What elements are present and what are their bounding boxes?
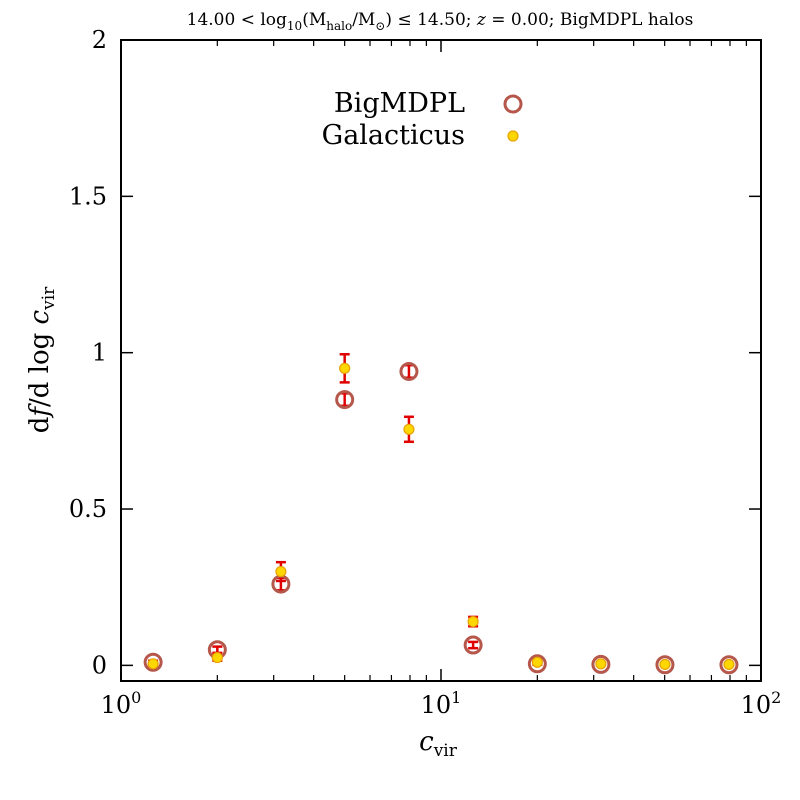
title-part-sun: /M (352, 10, 375, 30)
title-sun-sub: ⊙ (375, 19, 385, 33)
point-galacticus (275, 565, 287, 578)
ylabel-prefix: d (25, 417, 55, 434)
legend-marker-galacticus (507, 130, 519, 142)
axis-tick-labels: 100 101 102 0 0.5 1 1.5 2 (69, 26, 782, 719)
point-galacticus (723, 658, 735, 671)
point-galacticus (211, 651, 223, 664)
point-bigmdpl (335, 390, 355, 410)
point-galacticus (659, 658, 671, 671)
point-bigmdpl (527, 654, 547, 674)
y-tick-label: 1 (92, 339, 107, 367)
xlabel-sub: vir (433, 741, 458, 761)
x-tick-label: 102 (741, 688, 782, 719)
point-galacticus (339, 362, 351, 374)
legend-label-galacticus: Galacticus (322, 120, 465, 151)
title-z-var: z (476, 10, 487, 30)
xlabel-var: c (419, 727, 434, 757)
ylabel-sub: vir (39, 286, 59, 311)
data-marks (143, 352, 739, 675)
point-galacticus (595, 658, 607, 670)
ylabel-mid: /d log (25, 324, 55, 407)
y-tick-label: 0 (92, 651, 107, 679)
point-galacticus (147, 658, 159, 670)
title-log-sub: 10 (287, 19, 302, 33)
title-part-upper: ) ≤ 14.50; (385, 10, 476, 30)
legend-marker-bigmdpl (503, 94, 523, 114)
y-tick-label: 1.5 (69, 182, 107, 210)
legend-label-bigmdpl: BigMDPL (334, 88, 465, 119)
legend: BigMDPL Galacticus (322, 88, 523, 151)
point-galacticus (403, 423, 415, 435)
title-mass-sub: halo (326, 19, 352, 33)
x-axis-title: cvir (419, 727, 458, 761)
title-part-lower: 14.00 < log (187, 10, 287, 30)
point-bigmdpl (463, 635, 483, 655)
y-axis-title: df/d log cvir (25, 286, 59, 433)
title-part-rest: = 0.00; BigMDPL halos (486, 10, 694, 30)
x-tick-label: 101 (421, 688, 462, 719)
axis-ticks (120, 39, 762, 681)
point-bigmdpl (655, 655, 675, 675)
point-galacticus (467, 615, 479, 628)
point-bigmdpl (591, 654, 611, 674)
point-galacticus (531, 656, 543, 668)
point-bigmdpl (719, 655, 739, 675)
title-part-mass: (M (302, 10, 326, 30)
point-bigmdpl (143, 652, 163, 672)
y-tick-label: 0.5 (69, 495, 107, 523)
y-tick-label: 2 (92, 26, 107, 54)
x-tick-label: 100 (101, 688, 142, 719)
point-bigmdpl (399, 361, 419, 381)
ylabel-var2: c (25, 309, 55, 324)
chart-title: 14.00 < log10(Mhalo/M⊙) ≤ 14.50; z = 0.0… (187, 10, 694, 33)
